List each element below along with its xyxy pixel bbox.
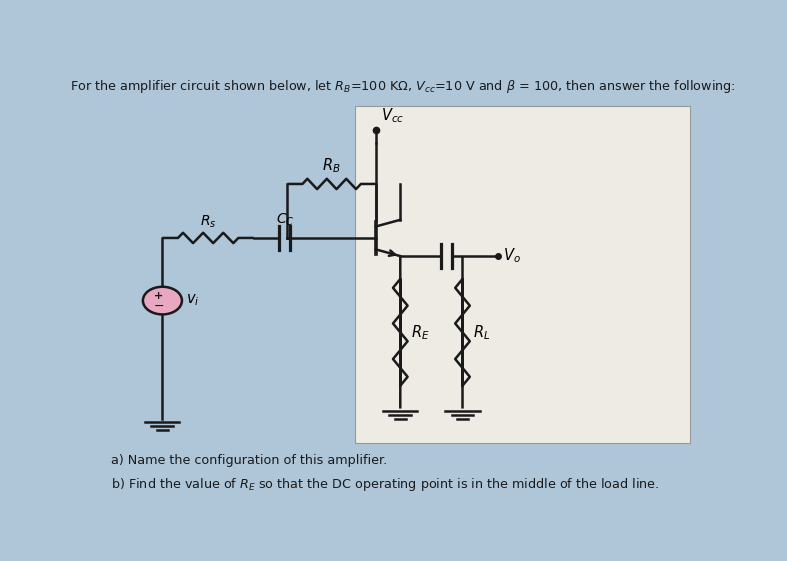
Text: $V_o$: $V_o$ [503, 247, 520, 265]
Circle shape [143, 287, 182, 314]
Text: $R_E$: $R_E$ [412, 323, 430, 342]
Text: b) Find the value of $R_E$ so that the DC operating point is in the middle of th: b) Find the value of $R_E$ so that the D… [110, 476, 659, 493]
Text: a) Name the configuration of this amplifier.: a) Name the configuration of this amplif… [110, 454, 387, 467]
Text: $R_L$: $R_L$ [474, 323, 491, 342]
Text: $C_C$: $C_C$ [276, 212, 295, 228]
Text: $R_s$: $R_s$ [200, 214, 216, 230]
Text: For the amplifier circuit shown below, let $R_B$=100 K$\Omega$, $V_{cc}$=10 V an: For the amplifier circuit shown below, l… [71, 78, 736, 95]
Text: $v_i$: $v_i$ [186, 293, 199, 309]
FancyBboxPatch shape [354, 106, 690, 443]
Text: $V_{cc}$: $V_{cc}$ [381, 106, 404, 125]
Text: $R_B$: $R_B$ [323, 157, 341, 175]
Text: +: + [154, 291, 164, 301]
Text: −: − [153, 300, 164, 312]
